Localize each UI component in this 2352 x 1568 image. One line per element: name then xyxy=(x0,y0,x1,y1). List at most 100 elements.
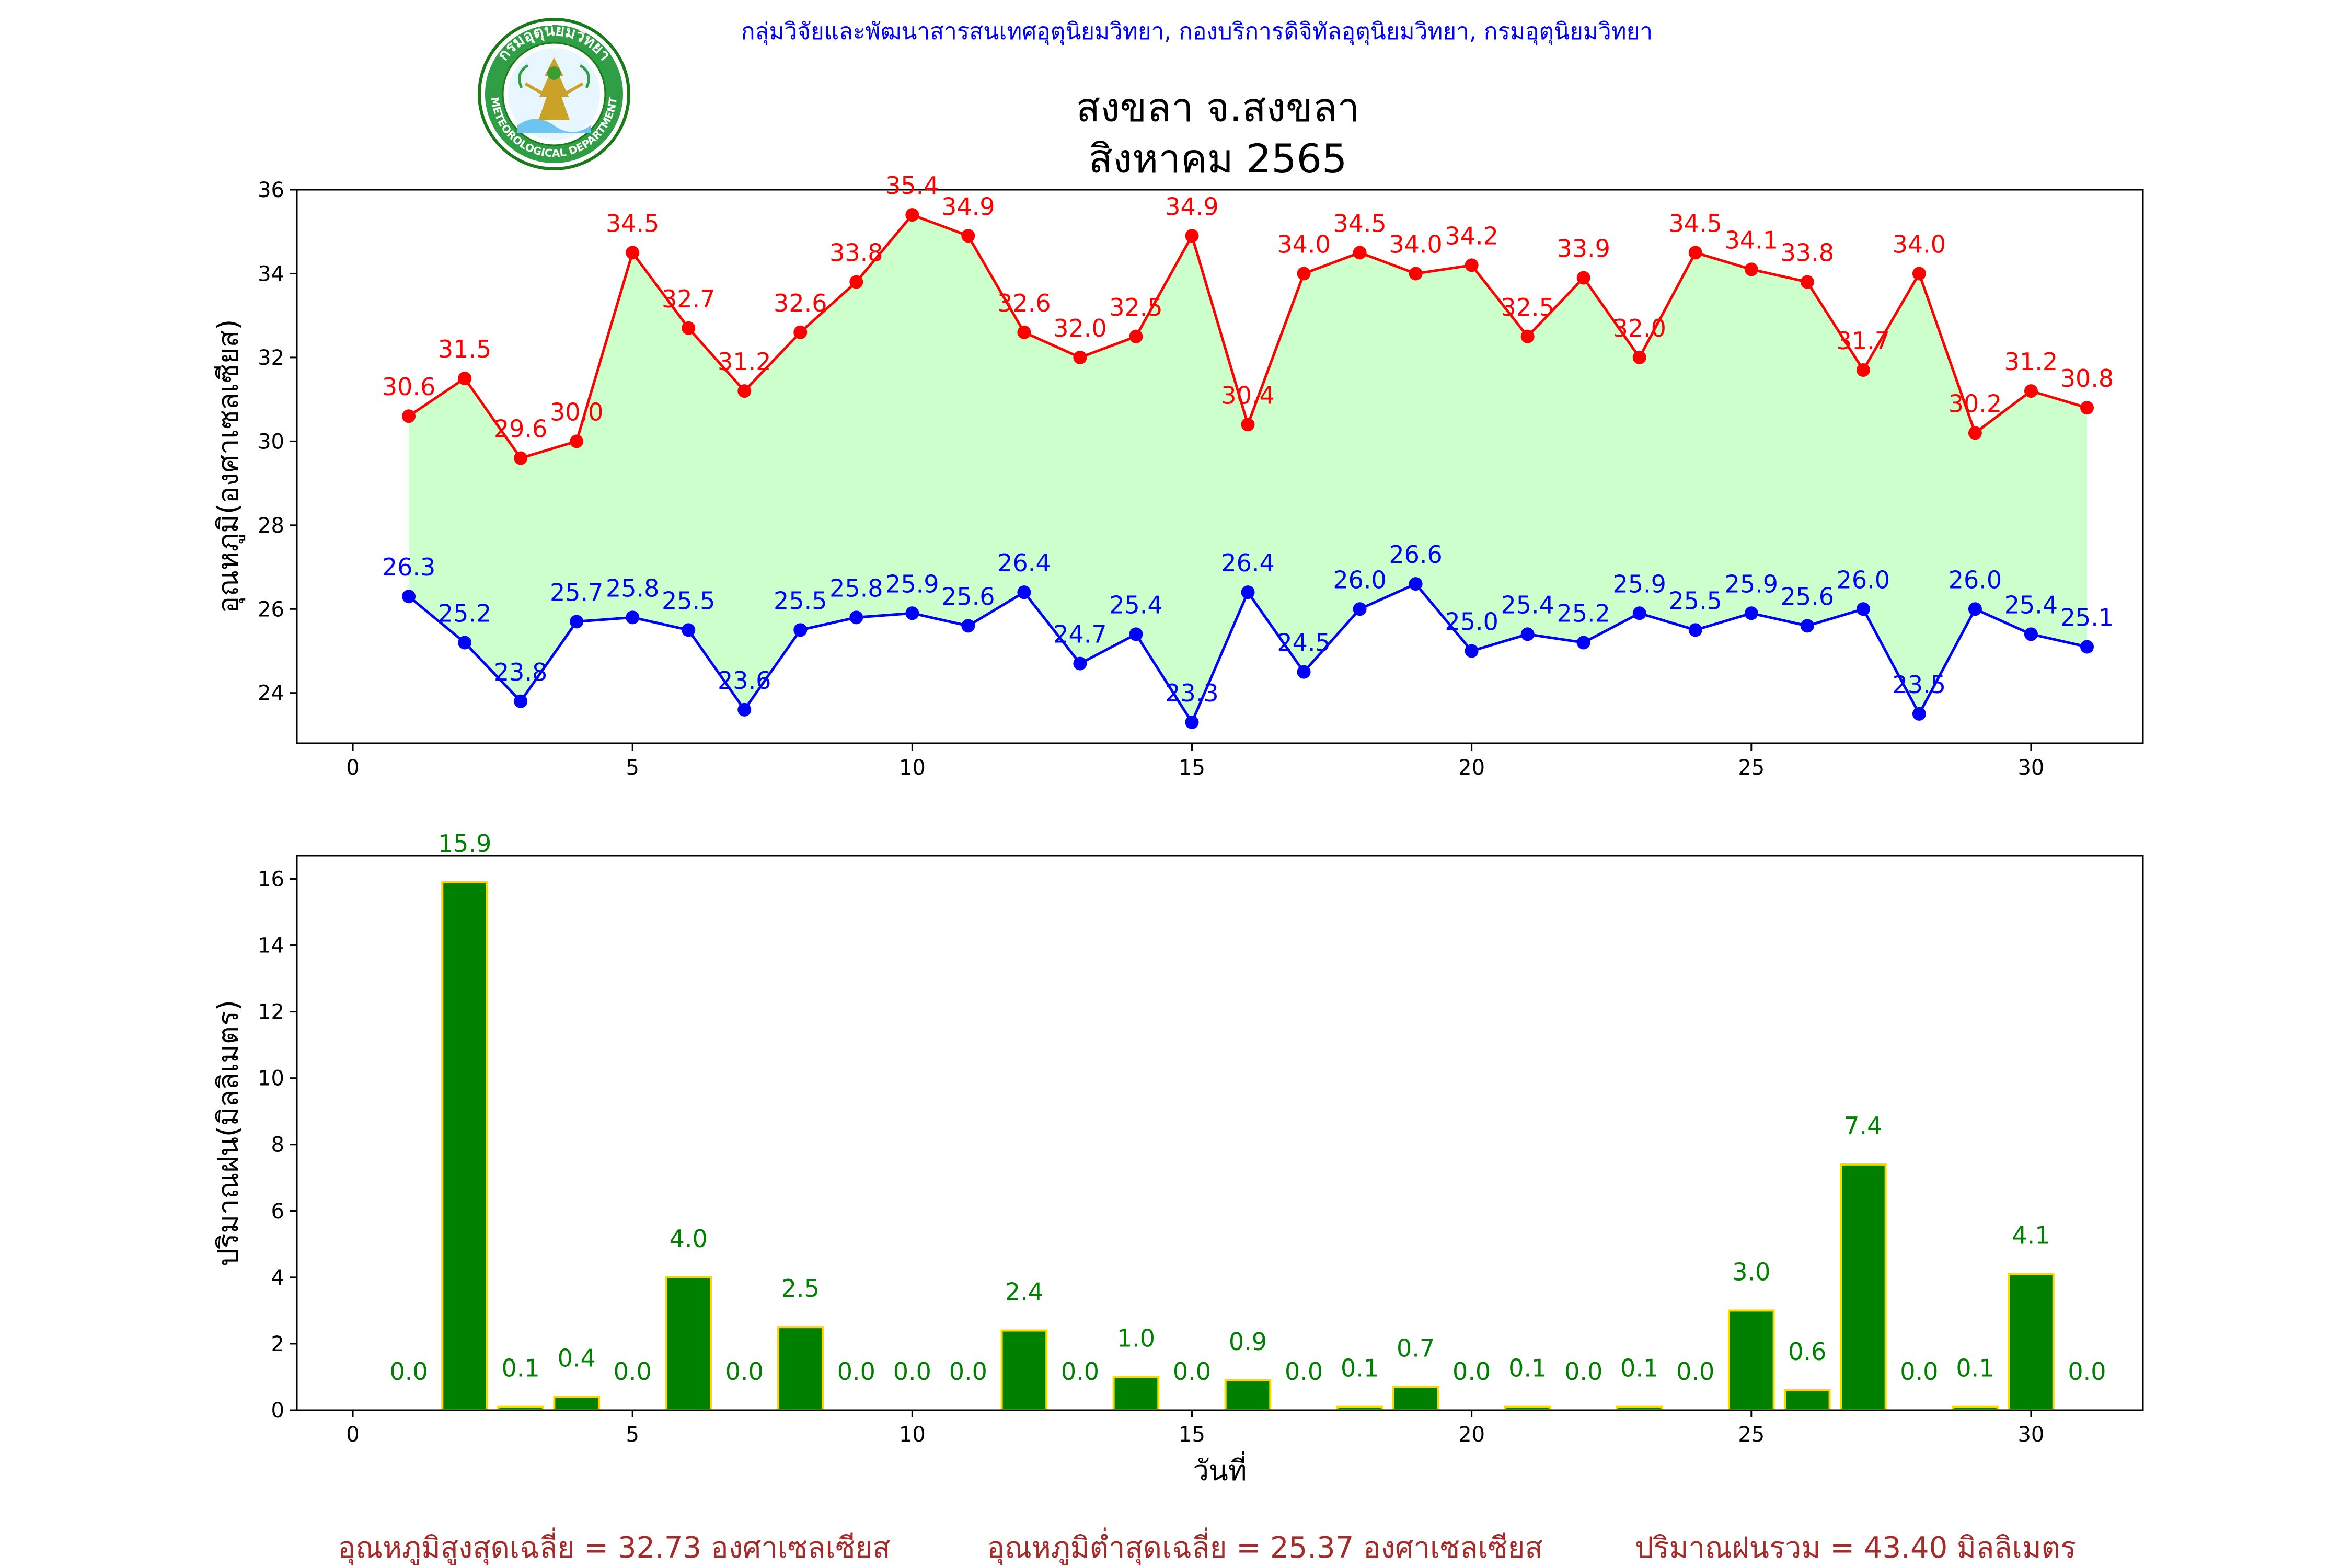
rainfall-bar-label: 0.0 xyxy=(389,1357,428,1386)
temperature-x-tick-label: 20 xyxy=(1458,756,1485,780)
max-temperature-point xyxy=(2024,384,2038,398)
rainfall-y-tick-label: 8 xyxy=(271,1133,284,1157)
rainfall-y-tick-label: 6 xyxy=(271,1200,284,1224)
max-temperature-label: 33.9 xyxy=(1557,234,1610,262)
max-temperature-point xyxy=(402,409,416,423)
min-temperature-point xyxy=(2024,627,2038,641)
rainfall-x-tick-label: 25 xyxy=(1738,1423,1765,1447)
rainfall-bar-label: 0.6 xyxy=(1788,1338,1826,1366)
rainfall-bar-label: 2.5 xyxy=(781,1274,820,1302)
min-temperature-point xyxy=(1017,585,1031,599)
temperature-x-tick-label: 30 xyxy=(2017,756,2044,780)
min-temperature-point xyxy=(793,623,808,637)
min-temperature-point xyxy=(1576,636,1590,650)
temperature-plot-frame xyxy=(296,189,2144,744)
min-temperature-label: 25.4 xyxy=(1501,591,1554,619)
min-temperature-point xyxy=(737,702,752,717)
min-temperature-label: 25.1 xyxy=(2060,603,2114,631)
temperature-x-tick-label: 25 xyxy=(1738,756,1765,780)
min-temperature-label: 26.0 xyxy=(1837,566,1890,594)
org-credit: กลุ่มวิจัยและพัฒนาสารสนเทศอุตุนิยมวิทยา,… xyxy=(741,18,1653,45)
min-temperature-label: 26.4 xyxy=(1221,549,1274,577)
min-temperature-point xyxy=(1520,627,1535,641)
max-temperature-label: 32.5 xyxy=(1501,293,1554,321)
max-temperature-point xyxy=(905,208,919,222)
max-temperature-point xyxy=(1800,275,1814,289)
rainfall-bar-label: 0.0 xyxy=(2068,1357,2106,1386)
min-temperature-point xyxy=(905,606,919,620)
min-temperature-point xyxy=(1353,602,1367,616)
max-temperature-label: 31.2 xyxy=(2004,348,2058,376)
min-temperature-label: 25.5 xyxy=(662,586,715,615)
min-temperature-label: 25.7 xyxy=(550,578,603,606)
max-temperature-point xyxy=(1856,363,1870,377)
min-temperature-label: 26.0 xyxy=(1949,566,2002,594)
temperature-y-tick-label: 36 xyxy=(258,178,284,202)
max-temperature-label: 29.6 xyxy=(494,414,547,443)
min-temperature-label: 23.6 xyxy=(718,666,771,695)
rainfall-bar-label: 0.9 xyxy=(1229,1328,1267,1356)
min-temperature-label: 23.5 xyxy=(1893,671,1946,699)
max-temperature-point xyxy=(1576,271,1590,285)
rainfall-bar-label: 0.7 xyxy=(1397,1334,1435,1363)
max-temperature-label: 34.0 xyxy=(1389,230,1442,258)
min-temperature-label: 25.5 xyxy=(774,586,827,615)
rainfall-bar-label: 0.0 xyxy=(1900,1357,1938,1386)
rainfall-bar-label: 0.0 xyxy=(1564,1357,1602,1386)
max-temperature-label: 30.2 xyxy=(1949,389,2002,418)
min-temperature-point xyxy=(2080,640,2094,654)
max-temperature-label: 32.0 xyxy=(1613,314,1666,342)
max-temperature-label: 34.0 xyxy=(1277,230,1330,258)
max-temperature-point xyxy=(737,384,752,398)
rainfall-bar-label: 0.0 xyxy=(1061,1357,1099,1386)
rainfall-bar xyxy=(1392,1386,1439,1411)
rainfall-bar xyxy=(1727,1309,1775,1411)
min-temperature-label: 25.4 xyxy=(2004,591,2058,619)
min-temperature-label: 25.2 xyxy=(438,599,491,627)
rainfall-y-tick-label: 12 xyxy=(258,1000,284,1024)
max-temperature-point xyxy=(570,434,584,448)
average-max-temperature: อุณหภูมิสูงสุดเฉลี่ย = 32.73 องศาเซลเซีย… xyxy=(338,1527,890,1565)
rainfall-y-tick-label: 10 xyxy=(258,1067,284,1091)
max-temperature-label: 31.7 xyxy=(1837,327,1890,355)
rainfall-bar-label: 0.0 xyxy=(1173,1357,1211,1386)
rainfall-x-tick-label: 30 xyxy=(2017,1423,2044,1447)
min-temperature-label: 23.8 xyxy=(494,658,547,686)
rainfall-x-tick-label: 0 xyxy=(346,1423,359,1447)
max-temperature-point xyxy=(514,451,528,465)
rainfall-x-tick-label: 20 xyxy=(1458,1423,1485,1447)
max-temperature-point xyxy=(1017,325,1031,339)
temperature-y-tick-label: 34 xyxy=(258,262,284,286)
max-temperature-label: 34.1 xyxy=(1725,226,1778,254)
temperature-range-fill xyxy=(409,215,2087,722)
rainfall-y-tick-label: 0 xyxy=(271,1399,284,1423)
rainfall-bar-label: 0.0 xyxy=(837,1357,875,1386)
min-temperature-label: 25.6 xyxy=(941,582,995,610)
min-temperature-point xyxy=(1856,602,1870,616)
max-temperature-point xyxy=(1073,350,1087,364)
min-temperature-label: 26.3 xyxy=(382,553,435,581)
rainfall-bar-label: 0.1 xyxy=(1620,1354,1658,1382)
rainfall-bar-label: 0.0 xyxy=(1676,1357,1714,1386)
max-temperature-label: 31.2 xyxy=(718,348,771,376)
max-temperature-label: 35.4 xyxy=(885,171,939,200)
min-temperature-point xyxy=(961,619,975,633)
min-temperature-point xyxy=(1800,619,1814,633)
temperature-x-tick-label: 5 xyxy=(626,756,639,780)
min-temperature-label: 25.8 xyxy=(829,574,883,602)
max-temperature-label: 33.8 xyxy=(829,239,883,267)
min-temperature-point xyxy=(570,615,584,629)
rainfall-y-axis-label: ปริมาณฝน(มิลลิเมตร) xyxy=(212,1000,245,1266)
temperature-y-axis-label: อุณหภูมิ(องศาเซลเซียส) xyxy=(212,319,246,614)
rainfall-bar-label: 2.4 xyxy=(1005,1278,1043,1306)
min-temperature-label: 23.3 xyxy=(1165,679,1218,707)
rainfall-bar xyxy=(1784,1389,1831,1411)
max-temperature-label: 32.6 xyxy=(997,289,1051,317)
min-temperature-label: 26.6 xyxy=(1389,540,1442,569)
max-temperature-label: 34.5 xyxy=(1333,209,1386,237)
rainfall-bar xyxy=(1840,1163,1887,1411)
max-temperature-point xyxy=(1409,267,1423,281)
rainfall-x-tick-label: 15 xyxy=(1179,1423,1205,1447)
max-temperature-point xyxy=(1353,246,1367,260)
